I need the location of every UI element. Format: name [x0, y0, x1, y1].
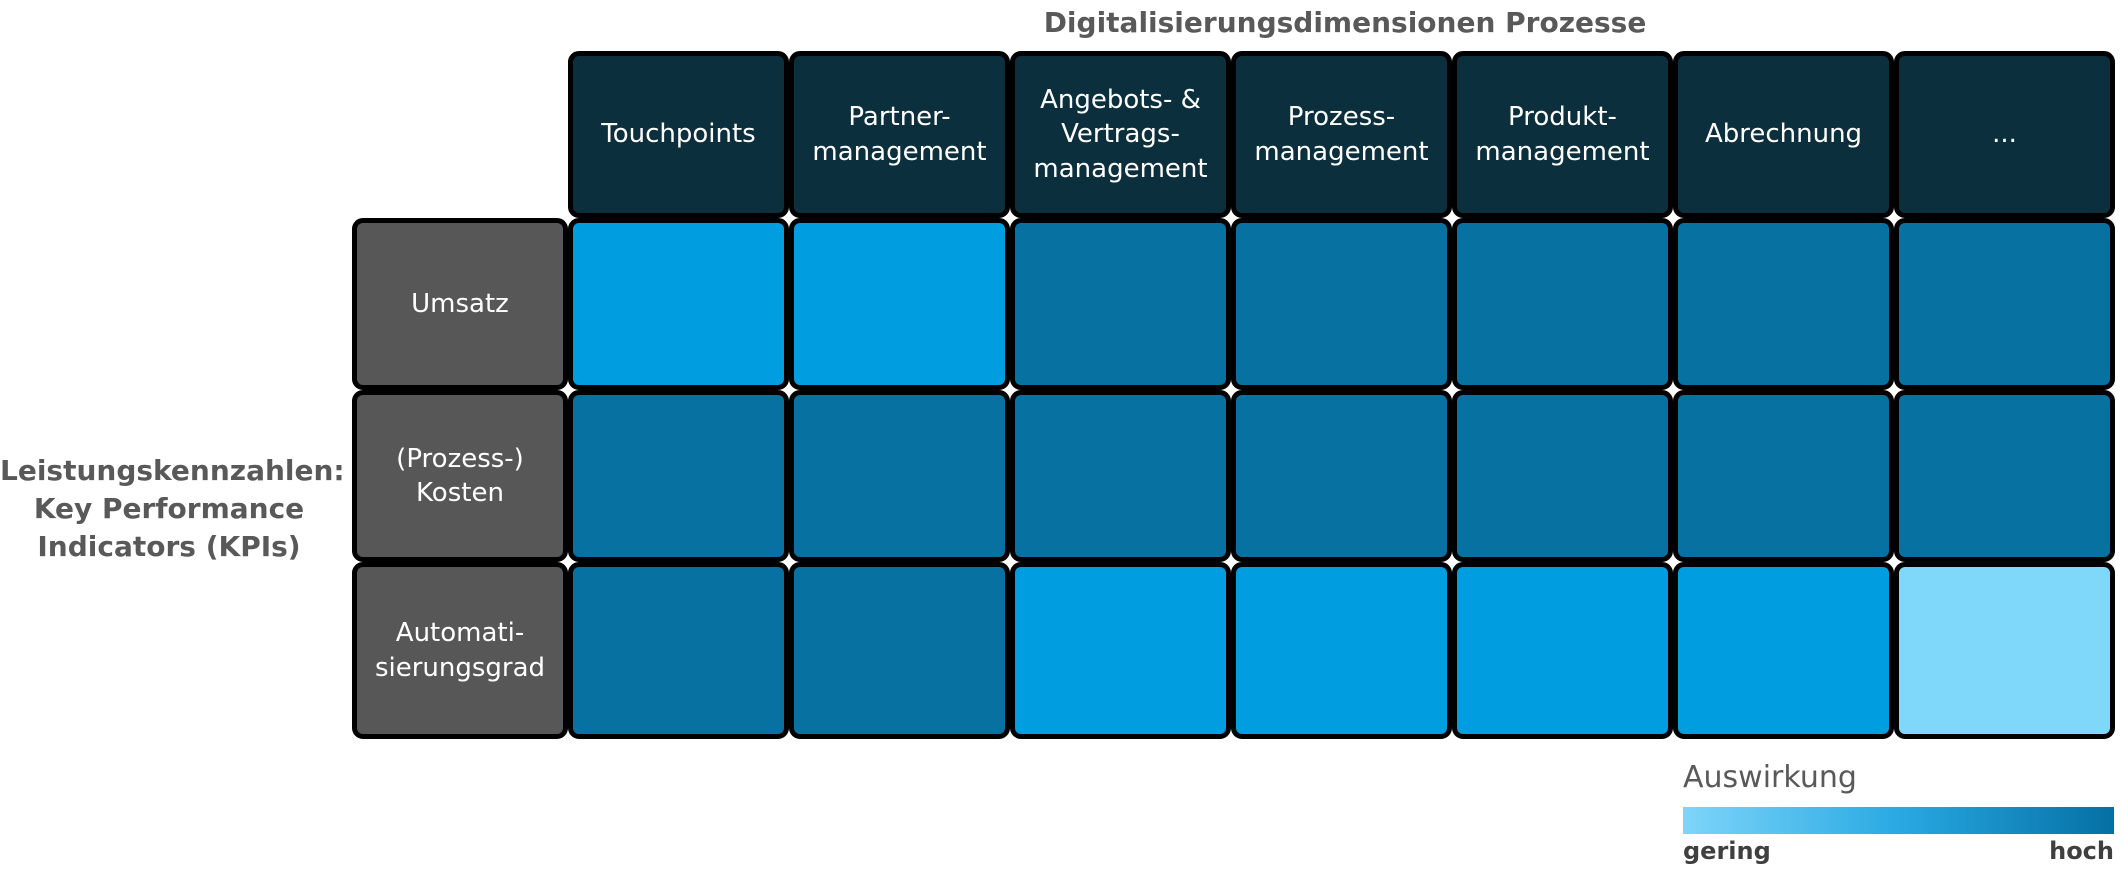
- column-header-angebots-vertrags-management: Angebots- & Vertrags- management: [1010, 51, 1231, 218]
- corner-spacer: [352, 51, 568, 218]
- column-header-abrechnung: Abrechnung: [1673, 51, 1894, 218]
- legend-gradient-bar: [1683, 807, 2114, 834]
- cell-umsatz-touchpoints: [568, 218, 789, 390]
- legend-labels: gering hoch: [1683, 837, 2114, 865]
- cell-umsatz-abrechnung: [1673, 218, 1894, 390]
- column-header-touchpoints: Touchpoints: [568, 51, 789, 218]
- cell-automati-sierungsgrad-abrechnung: [1673, 562, 1894, 739]
- cell-umsatz-col-6: [1894, 218, 2115, 390]
- cell-umsatz-partner-management: [789, 218, 1010, 390]
- cell-automati-sierungsgrad-prozess-management: [1231, 562, 1452, 739]
- column-header-prozess-management: Prozess- management: [1231, 51, 1452, 218]
- cell-umsatz-angebots-vertrags-management: [1010, 218, 1231, 390]
- legend-title: Auswirkung: [1683, 760, 1857, 795]
- legend-min-label: gering: [1683, 837, 1771, 865]
- row-header-prozess-kosten: (Prozess-) Kosten: [352, 390, 568, 562]
- column-header-produkt-management: Produkt- management: [1452, 51, 1673, 218]
- row-header-umsatz: Umsatz: [352, 218, 568, 390]
- cell-prozess-kosten-angebots-vertrags-management: [1010, 390, 1231, 562]
- cell-prozess-kosten-touchpoints: [568, 390, 789, 562]
- cell-prozess-kosten-produkt-management: [1452, 390, 1673, 562]
- cell-umsatz-produkt-management: [1452, 218, 1673, 390]
- column-header-partner-management: Partner- management: [789, 51, 1010, 218]
- legend: Auswirkung gering hoch: [1683, 760, 2114, 865]
- cell-automati-sierungsgrad-touchpoints: [568, 562, 789, 739]
- cell-prozess-kosten-partner-management: [789, 390, 1010, 562]
- cell-prozess-kosten-col-6: [1894, 390, 2115, 562]
- chart-title: Digitalisierungsdimensionen Prozesse: [1043, 6, 1647, 39]
- column-header-more: ...: [1894, 51, 2115, 218]
- cell-automati-sierungsgrad-col-6: [1894, 562, 2115, 739]
- cell-prozess-kosten-abrechnung: [1673, 390, 1894, 562]
- legend-max-label: hoch: [2049, 837, 2114, 865]
- cell-automati-sierungsgrad-angebots-vertrags-management: [1010, 562, 1231, 739]
- cell-prozess-kosten-prozess-management: [1231, 390, 1452, 562]
- cell-automati-sierungsgrad-partner-management: [789, 562, 1010, 739]
- cell-umsatz-prozess-management: [1231, 218, 1452, 390]
- heatmap-grid: Touchpoints Partner- management Angebots- …: [352, 51, 2115, 739]
- cell-automati-sierungsgrad-produkt-management: [1452, 562, 1673, 739]
- y-axis-label: Leistungskennzahlen: Key Performance Ind…: [0, 454, 345, 563]
- row-header-automati-sierungsgrad: Automati- sierungsgrad: [352, 562, 568, 739]
